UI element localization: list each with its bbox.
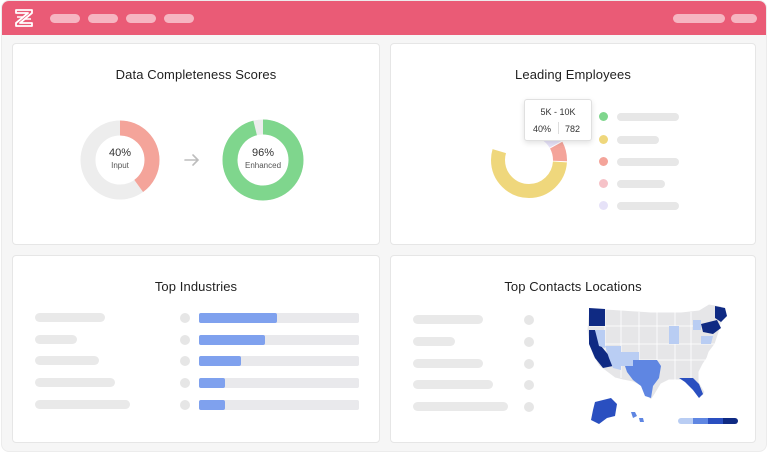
- scale-step: [678, 418, 693, 424]
- state-maine[interactable]: [715, 306, 727, 322]
- top-industries-card: Top Industries: [12, 255, 380, 443]
- industry-label-placeholder: [35, 356, 99, 365]
- employees-segment-2[interactable]: [491, 122, 567, 198]
- industry-label-placeholder: [35, 400, 130, 409]
- tooltip-title: 5K - 10K: [540, 107, 576, 117]
- us-choropleth-map: [586, 303, 728, 424]
- input-label: Input: [111, 161, 129, 170]
- industry-bar-track: [199, 313, 359, 323]
- scale-step: [723, 418, 738, 424]
- state-alaska[interactable]: [591, 398, 617, 424]
- location-dot: [524, 337, 534, 347]
- industry-label-placeholder: [35, 335, 77, 344]
- card-title: Data Completeness Scores: [115, 67, 277, 82]
- state-florida[interactable]: [679, 378, 703, 398]
- legend-dot: [599, 135, 608, 144]
- enhanced-donut-arc: [222, 119, 304, 201]
- industry-bar-fill[interactable]: [199, 356, 241, 366]
- map-color-scale: [678, 418, 738, 424]
- state-washington-oregon[interactable]: [589, 308, 605, 326]
- input-percent: 40%: [108, 147, 132, 159]
- data-completeness-card: Data Completeness Scores 40% Input 96% E…: [12, 43, 380, 245]
- employees-segment-3[interactable]: [491, 122, 567, 198]
- industry-dot: [180, 378, 190, 388]
- zoominfo-z-icon[interactable]: [14, 8, 34, 28]
- state-virginia[interactable]: [701, 336, 713, 344]
- tooltip-divider: [558, 122, 559, 134]
- state-hawaii[interactable]: [631, 412, 644, 422]
- arrow-right-icon: [184, 154, 200, 166]
- state-nevada[interactable]: [595, 330, 605, 348]
- nav-item-placeholder[interactable]: [164, 14, 194, 23]
- industry-bar-track: [199, 335, 359, 345]
- nav-item-placeholder[interactable]: [50, 14, 80, 23]
- location-label-placeholder: [413, 380, 493, 389]
- state-michigan[interactable]: [693, 320, 701, 330]
- legend-label-placeholder: [617, 202, 679, 210]
- industry-bar-track: [199, 378, 359, 388]
- user-menu-placeholder[interactable]: [673, 14, 725, 23]
- industry-label-placeholder: [35, 313, 105, 322]
- nav-item-placeholder[interactable]: [88, 14, 118, 23]
- legend-label-placeholder: [617, 180, 665, 188]
- industry-bar-fill[interactable]: [199, 313, 278, 323]
- industry-bar-fill[interactable]: [199, 335, 265, 345]
- state-illinois[interactable]: [669, 326, 679, 344]
- scale-step: [708, 418, 723, 424]
- nav-item-placeholder[interactable]: [126, 14, 156, 23]
- location-dot: [524, 359, 534, 369]
- location-label-placeholder: [413, 402, 508, 411]
- state-arizona[interactable]: [605, 346, 621, 370]
- legend-dot: [599, 201, 608, 210]
- card-title: Top Contacts Locations: [504, 279, 642, 294]
- industry-dot: [180, 356, 190, 366]
- legend-dot: [599, 157, 608, 166]
- location-dot: [524, 315, 534, 325]
- completeness-donuts: [80, 119, 304, 201]
- location-dot: [524, 380, 534, 390]
- state-new-york[interactable]: [701, 320, 721, 334]
- industry-label-placeholder: [35, 378, 115, 387]
- state-texas[interactable]: [625, 360, 661, 398]
- top-locations-card: Top Contacts Locations: [390, 255, 756, 443]
- input-donut-arc: [80, 120, 160, 200]
- tooltip-count: 782: [565, 124, 581, 134]
- state-california[interactable]: [589, 330, 613, 368]
- legend-dot: [599, 112, 608, 121]
- enhanced-percent: 96%: [251, 147, 275, 159]
- leading-employees-card: Leading Employees: [390, 43, 756, 245]
- legend-dot: [599, 179, 608, 188]
- enhanced-label: Enhanced: [244, 161, 282, 170]
- top-nav-bar: [2, 1, 766, 35]
- industry-bar-fill[interactable]: [199, 400, 225, 410]
- location-label-placeholder: [413, 315, 483, 324]
- tooltip-percent: 40%: [533, 124, 552, 134]
- legend-label-placeholder: [617, 158, 679, 166]
- employees-tooltip: 5K - 10K 40% 782: [524, 99, 592, 141]
- settings-placeholder[interactable]: [731, 14, 757, 23]
- industry-bar-fill[interactable]: [199, 378, 225, 388]
- location-label-placeholder: [413, 359, 483, 368]
- industry-dot: [180, 400, 190, 410]
- industry-bar-track: [199, 400, 359, 410]
- legend-label-placeholder: [617, 136, 659, 144]
- scale-step: [693, 418, 708, 424]
- industry-dot: [180, 313, 190, 323]
- card-title: Top Industries: [154, 279, 238, 294]
- industry-dot: [180, 335, 190, 345]
- location-dot: [524, 402, 534, 412]
- card-title: Leading Employees: [515, 67, 631, 82]
- employees-donut-chart: [491, 122, 567, 198]
- industry-bar-track: [199, 356, 359, 366]
- location-label-placeholder: [413, 337, 455, 346]
- legend-label-placeholder: [617, 113, 679, 121]
